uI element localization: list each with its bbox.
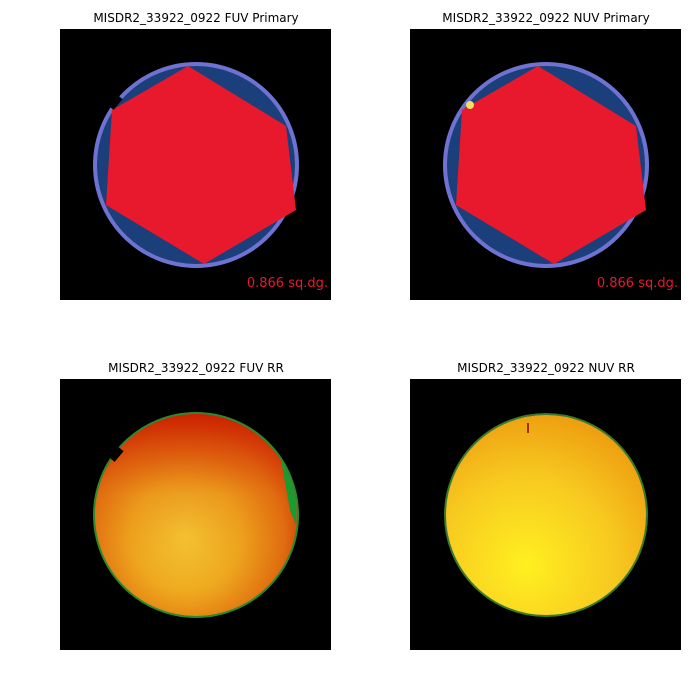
area-label: 0.866 sq.dg.: [247, 276, 328, 291]
green-edge: [281, 460, 297, 525]
panel: MISDR2_33922_0922 FUV RR: [60, 361, 331, 650]
artifact: [527, 423, 529, 433]
panel-title: MISDR2_33922_0922 FUV Primary: [93, 11, 298, 25]
panel-title: MISDR2_33922_0922 NUV RR: [457, 361, 635, 375]
panel: MISDR2_33922_0922 FUV Primary 0.866 sq.d…: [60, 11, 331, 300]
panel: MISDR2_33922_0922 NUV RR: [410, 361, 681, 650]
hexagon: [456, 66, 646, 264]
edge-shade: [95, 414, 297, 616]
panel: MISDR2_33922_0922 NUV Primary 0.866 sq.d…: [410, 11, 681, 300]
notch: [107, 94, 123, 110]
detector-circle: [444, 413, 648, 617]
panel-title: MISDR2_33922_0922 FUV RR: [108, 361, 284, 375]
hotspot: [466, 101, 474, 109]
hexagon: [106, 66, 296, 264]
panel-title: MISDR2_33922_0922 NUV Primary: [442, 11, 649, 25]
area-label: 0.866 sq.dg.: [597, 276, 678, 291]
notch: [108, 446, 124, 462]
